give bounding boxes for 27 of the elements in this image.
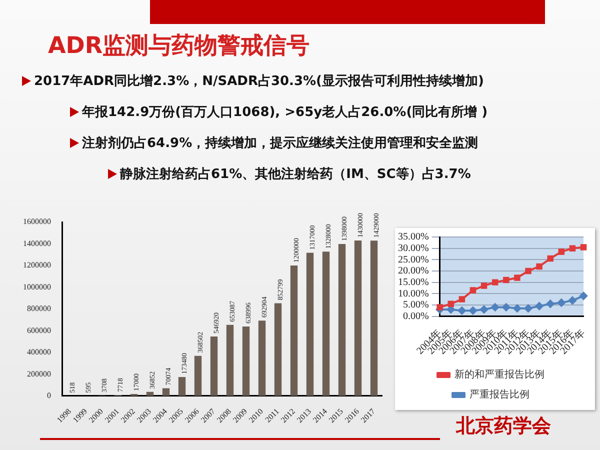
y-tick-label: 30.00% — [398, 242, 429, 254]
x-tick-label: 1999 — [71, 406, 89, 424]
text: 年报142.9万份(百万人口1068), >65y老人占26.0%(同比有所增 ) — [82, 104, 488, 121]
text: 注射剂仍占64.9%，持续增加，提示应继续关注使用管理和安全监测 — [82, 134, 478, 152]
y-tick-label: 20.00% — [398, 266, 429, 277]
y-tick-label: 800000 — [27, 304, 51, 314]
x-tick-label: 2011 — [263, 406, 281, 424]
y-tick-label: 600000 — [27, 326, 51, 335]
y-tick-label: 15.00% — [398, 276, 429, 288]
legend-label: 严重报告比例 — [470, 388, 530, 401]
y-tick-label: 0 — [47, 390, 51, 400]
y-tick-label: 0.00% — [402, 310, 429, 322]
y-tick-label: 1600000 — [23, 217, 51, 226]
y-tick-label: 1000000 — [23, 282, 51, 292]
text: 北京药学会 — [456, 414, 551, 439]
y-tick-label: 5.00% — [402, 300, 429, 311]
y-tick-label: 25.00% — [398, 254, 429, 266]
y-tick-label: 200000 — [27, 369, 51, 378]
chart-title: ADR监测与药物警戒信号 — [48, 32, 310, 61]
y-tick-label: 1400000 — [23, 238, 51, 248]
y-tick-label: 400000 — [27, 348, 51, 357]
y-tick-label: 10.00% — [398, 288, 429, 300]
y-tick-label: 35.00% — [398, 232, 429, 243]
legend-label: 新的和严重报告比例 — [454, 368, 544, 381]
text: 2017年ADR同比增2.3%，N/SADR占30.3%(显示报告可利用性持续增加) — [34, 72, 484, 90]
text: 静脉注射给药占61%、其他注射给药（IM、SC等）占3.7% — [120, 166, 471, 183]
y-tick-label: 1200000 — [23, 260, 51, 270]
